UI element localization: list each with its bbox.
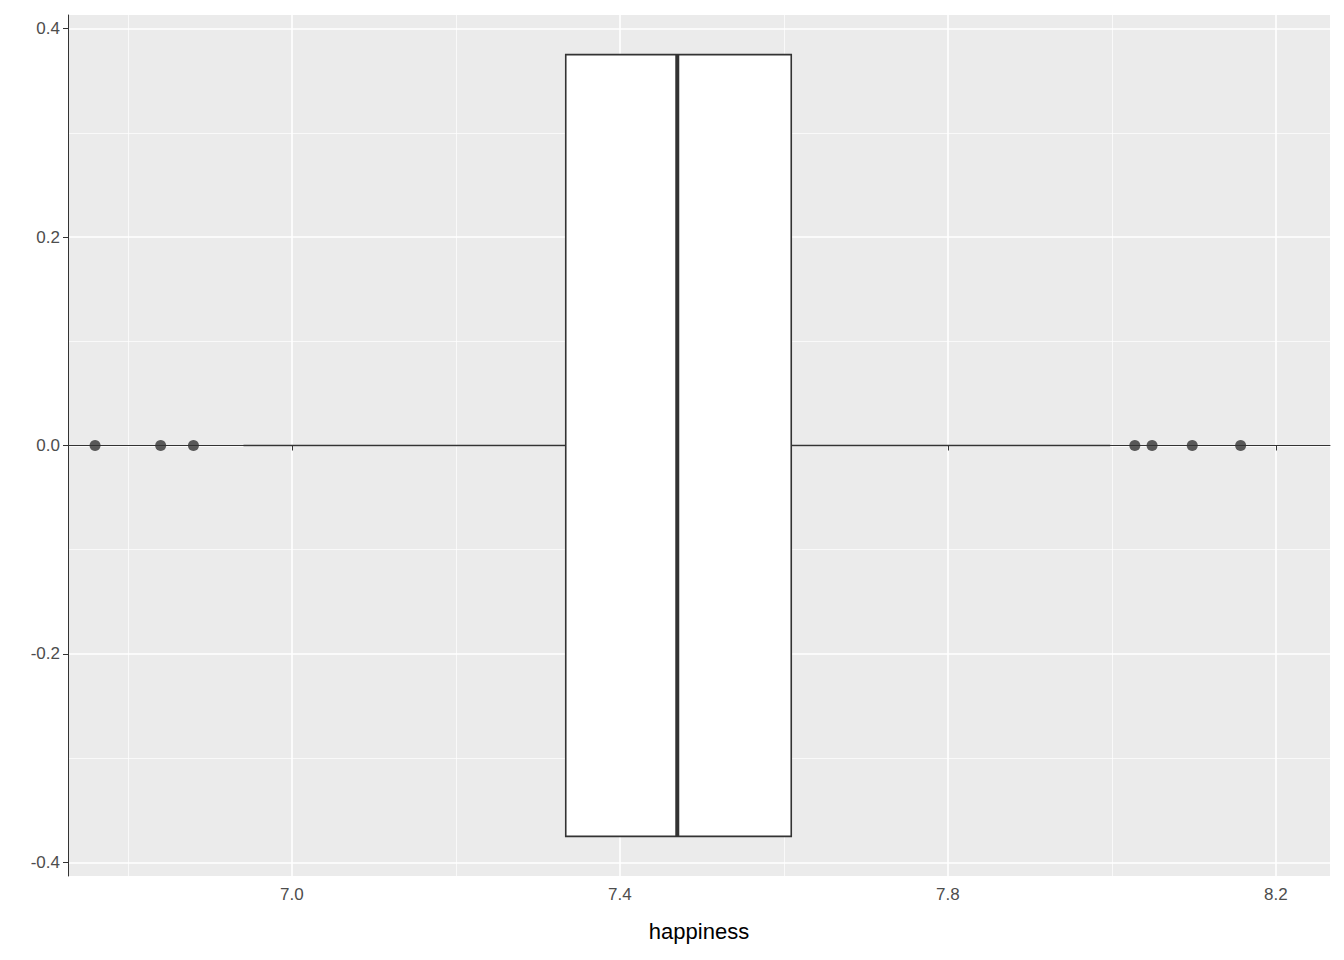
svg-text:0.0: 0.0 <box>36 436 60 455</box>
svg-text:7.4: 7.4 <box>608 885 632 904</box>
svg-text:7.8: 7.8 <box>936 885 960 904</box>
svg-text:happiness: happiness <box>649 919 749 944</box>
svg-text:8.2: 8.2 <box>1264 885 1288 904</box>
svg-text:0.4: 0.4 <box>36 19 60 38</box>
svg-text:0.2: 0.2 <box>36 228 60 247</box>
svg-text:-0.4: -0.4 <box>31 853 60 872</box>
svg-text:7.0: 7.0 <box>280 885 304 904</box>
svg-text:-0.2: -0.2 <box>31 644 60 663</box>
